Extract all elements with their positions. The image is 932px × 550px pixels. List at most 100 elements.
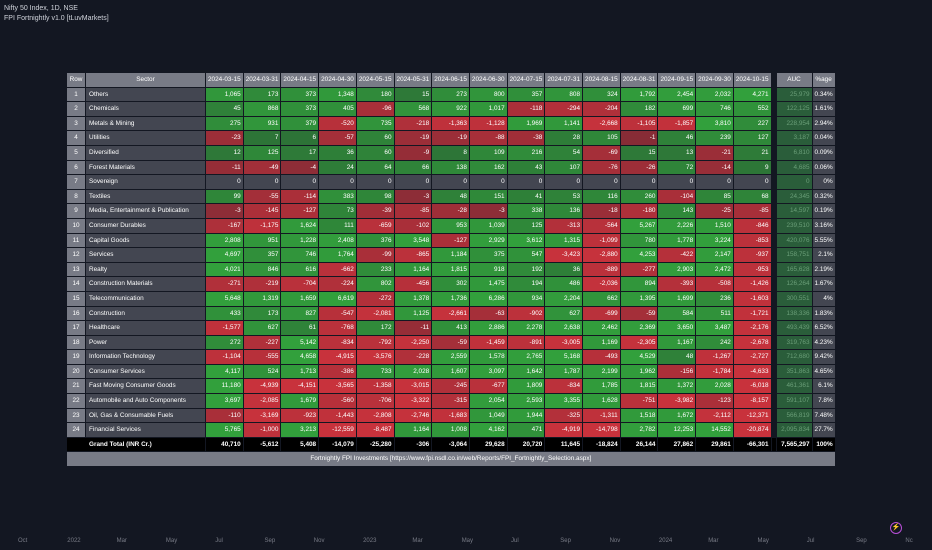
flow-cell: 733 (356, 364, 394, 379)
flow-cell: 373 (281, 102, 319, 116)
total-cell: 27,862 (658, 437, 696, 452)
flow-cell: -547 (319, 306, 356, 321)
flow-cell: -3,322 (394, 394, 432, 408)
flow-cell: 236 (696, 291, 733, 306)
flow-cell: 1,378 (394, 291, 432, 306)
flow-cell: 2,204 (545, 291, 583, 306)
flow-cell: -953 (733, 262, 771, 277)
flow-cell: -1,721 (733, 306, 771, 321)
pct-cell: 0.06% (812, 160, 835, 175)
sector-name: Consumer Services (86, 364, 205, 379)
flow-cell: 413 (432, 321, 469, 335)
flow-cell: -2,678 (733, 335, 771, 350)
flow-cell: -1,099 (583, 233, 620, 248)
flow-cell: 1,736 (432, 291, 469, 306)
flow-cell: 2,147 (696, 248, 733, 262)
flow-cell: 846 (243, 262, 281, 277)
flow-cell: 192 (507, 262, 545, 277)
flow-cell: 1,510 (696, 218, 733, 233)
cell-gap (772, 88, 776, 102)
header-date: 2024-10-15 (733, 73, 771, 87)
lightning-icon[interactable]: ⚡ (890, 522, 902, 534)
total-cell: -14,079 (319, 437, 356, 452)
row-number: 1 (67, 87, 85, 102)
flow-cell: 4,253 (620, 248, 658, 262)
flow-cell: 1,475 (469, 277, 507, 291)
flow-cell: 1,607 (432, 364, 469, 379)
symbol-title[interactable]: Nifty 50 Index, 1D, NSE (4, 5, 78, 12)
flow-cell: 1,672 (658, 408, 696, 423)
flow-cell: 868 (243, 102, 281, 116)
flow-cell: -20,874 (733, 423, 771, 437)
flow-cell: -118 (507, 102, 545, 116)
cell-gap (772, 117, 776, 131)
flow-cell: 5,765 (206, 423, 243, 437)
auc-cell: 239,510 (776, 218, 812, 233)
flow-cell: 151 (469, 189, 507, 204)
pct-cell: 4.23% (812, 335, 835, 350)
flow-cell: -1,105 (620, 116, 658, 131)
row-number: 8 (67, 189, 85, 204)
table-row: 12 Services 4,697 357 746 1,764 -99 -865 1,184 37… (67, 248, 835, 262)
flow-cell: -69 (583, 145, 620, 160)
flow-cell: -1,443 (319, 408, 356, 423)
flow-cell: -2,085 (243, 394, 281, 408)
flow-cell: 2,808 (206, 233, 243, 248)
flow-cell: 486 (545, 277, 583, 291)
flow-cell: 552 (733, 102, 771, 116)
auc-cell: 165,628 (776, 262, 812, 277)
auc-cell: 122,125 (776, 102, 812, 116)
flow-cell: -1,358 (356, 379, 394, 394)
flow-cell: 116 (583, 189, 620, 204)
flow-cell: -19 (432, 131, 469, 145)
flow-cell: -325 (545, 408, 583, 423)
axis-tick-label: Sep (560, 538, 571, 544)
auc-cell: 14,597 (776, 204, 812, 218)
flow-cell: -555 (243, 350, 281, 364)
flow-cell: 36 (545, 262, 583, 277)
flow-cell: 0 (507, 175, 545, 189)
chart-header: Nifty 50 Index, 1D, NSE FPI Fortnightly … (4, 4, 109, 24)
flow-cell: 2,886 (469, 321, 507, 335)
flow-cell: 17 (281, 145, 319, 160)
header-date: 2024-04-15 (281, 73, 319, 87)
flow-cell: 2,929 (469, 233, 507, 248)
total-cell: 5,408 (281, 437, 319, 452)
flow-cell: -21 (696, 145, 733, 160)
sector-name: Diversified (86, 145, 205, 160)
table-header-row: Row Sector 2024-03-15 2024-03-31 2024-04-1… (67, 73, 835, 87)
axis-tick-label: Mar (412, 538, 423, 544)
flow-cell: -180 (620, 204, 658, 218)
flow-cell: 1,228 (281, 233, 319, 248)
table-row: 22 Automobile and Auto Components 3,697 -2,… (67, 394, 835, 408)
flow-cell: 13 (658, 145, 696, 160)
time-axis[interactable]: Oct 2022 Mar May Jul Sep Nov 2023 Mar May Jul Sep No… (0, 536, 932, 550)
flow-cell: -493 (583, 350, 620, 364)
axis-tick-label: Oct (18, 538, 28, 544)
header-gap (772, 73, 776, 87)
indicator-title[interactable]: FPI Fortnightly v1.0 [tLuvMarkets] (4, 15, 109, 22)
sector-name: Healthcare (86, 321, 205, 335)
flow-cell: -889 (583, 262, 620, 277)
pct-cell: 2.1% (812, 248, 835, 262)
flow-cell: 2,032 (696, 87, 733, 102)
flow-cell: 1,169 (583, 335, 620, 350)
flow-cell: -19 (394, 131, 432, 145)
flow-cell: -1,577 (206, 321, 243, 335)
flow-cell: -699 (583, 306, 620, 321)
auc-cell: 300,551 (776, 291, 812, 306)
flow-cell: 373 (281, 87, 319, 102)
row-number: 6 (67, 160, 85, 175)
pct-cell: 6.52% (812, 321, 835, 335)
pct-cell: 3.16% (812, 218, 835, 233)
total-row: Grand Total (INR Cr.) 40,710 -5,612 5,408 -1… (67, 437, 835, 452)
total-cell: -66,301 (733, 437, 771, 452)
flow-cell: -853 (733, 233, 771, 248)
flow-cell: -706 (356, 394, 394, 408)
flow-cell: 953 (432, 218, 469, 233)
flow-cell: -204 (583, 102, 620, 116)
flow-cell: 2,472 (696, 262, 733, 277)
flow-cell: -704 (281, 277, 319, 291)
flow-cell: 2,028 (394, 364, 432, 379)
flow-cell: 1,184 (432, 248, 469, 262)
